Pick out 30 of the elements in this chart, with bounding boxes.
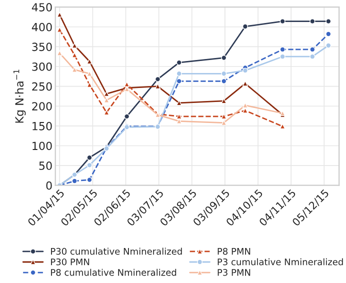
- point: [154, 76, 161, 82]
- point: [242, 24, 248, 30]
- y-tick-label: 300: [32, 62, 52, 71]
- y-axis-title: Kg N·ha$^{−1}$: [13, 70, 26, 123]
- point: [221, 70, 227, 76]
- point: [310, 54, 316, 60]
- legend-label: P8 PMN: [218, 248, 250, 255]
- point: [221, 78, 227, 84]
- y-tick-label: 100: [32, 142, 52, 150]
- point: [86, 162, 92, 168]
- y-tick-label: 50: [39, 162, 52, 170]
- y-tick-label: 200: [32, 102, 52, 111]
- point: [86, 154, 92, 160]
- point: [176, 60, 182, 66]
- point: [72, 42, 78, 48]
- legend-label: P3 PMN: [218, 269, 250, 276]
- point: [86, 82, 92, 88]
- legend-label: P30 cumulative Nmineralized: [51, 248, 182, 255]
- legend-label: P30 PMN: [51, 258, 90, 266]
- point: [280, 54, 286, 60]
- y-tick-label: 350: [32, 42, 52, 52]
- y-tick-label: 0: [46, 181, 52, 190]
- y-tick-label: 450: [32, 3, 52, 12]
- y-tick-label: 400: [32, 22, 52, 32]
- point: [326, 42, 332, 48]
- point: [56, 26, 62, 32]
- legend-label: P8 cumulative Nmineralized: [51, 268, 176, 276]
- y-tick-label: 150: [32, 122, 52, 130]
- legend-label: P3 cumulative Nmineralized: [218, 258, 343, 266]
- y-tick-label: 250: [32, 82, 52, 91]
